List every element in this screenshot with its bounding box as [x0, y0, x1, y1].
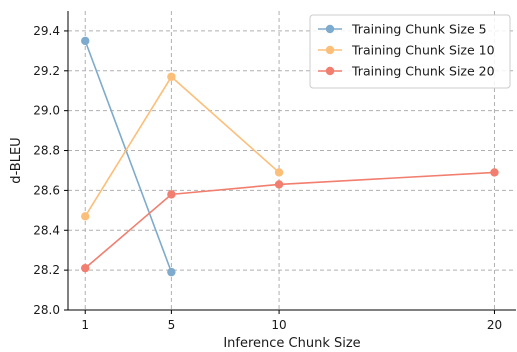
data-point-series-3	[490, 168, 499, 177]
y-tick-label: 28.8	[33, 144, 60, 158]
series-line-2	[84, 75, 280, 217]
x-tick-label: 1	[81, 318, 89, 332]
data-point-series-2	[274, 168, 284, 177]
legend-marker-1	[325, 24, 335, 34]
y-tick-label: 28.0	[33, 303, 60, 317]
legend: Training Chunk Size 5 Training Chunk Size…	[309, 14, 511, 89]
legend-box	[309, 14, 511, 89]
y-tick-label: 28.2	[33, 263, 60, 277]
legend-label-1: Training Chunk Size 5	[351, 22, 487, 37]
y-axis-label: d-BLEU	[9, 137, 24, 183]
data-point-series-2	[167, 72, 176, 81]
legend-label-3: Training Chunk Size 20	[351, 64, 495, 79]
x-tick-label: 10	[271, 318, 286, 332]
y-tick-label: 28.6	[33, 183, 60, 197]
legend-marker-2	[325, 45, 335, 55]
series-line-3	[84, 171, 495, 269]
data-point-series-1	[81, 36, 90, 46]
x-tick-label: 20	[487, 318, 502, 332]
series-layer	[81, 36, 499, 277]
x-axis-label: Inference Chunk Size	[223, 336, 360, 351]
y-tick-label: 29.0	[33, 104, 60, 118]
legend-label-2: Training Chunk Size 10	[351, 43, 495, 58]
y-tick-label: 29.2	[33, 64, 60, 78]
data-point-series-2	[81, 212, 90, 221]
ticks-layer: 1 5 10 20 28.0 28.2 28.4 28.6 28.8 29.0 29.2 29.4	[33, 24, 502, 332]
series-line-1	[84, 40, 173, 273]
legend-marker-3	[325, 66, 335, 76]
y-tick-label: 28.4	[33, 223, 60, 237]
data-point-series-3	[274, 180, 284, 189]
y-tick-label: 29.4	[33, 24, 60, 38]
data-point-series-3	[81, 263, 90, 273]
data-point-series-1	[167, 267, 176, 277]
x-tick-label: 5	[168, 318, 176, 332]
data-point-series-3	[167, 190, 176, 199]
